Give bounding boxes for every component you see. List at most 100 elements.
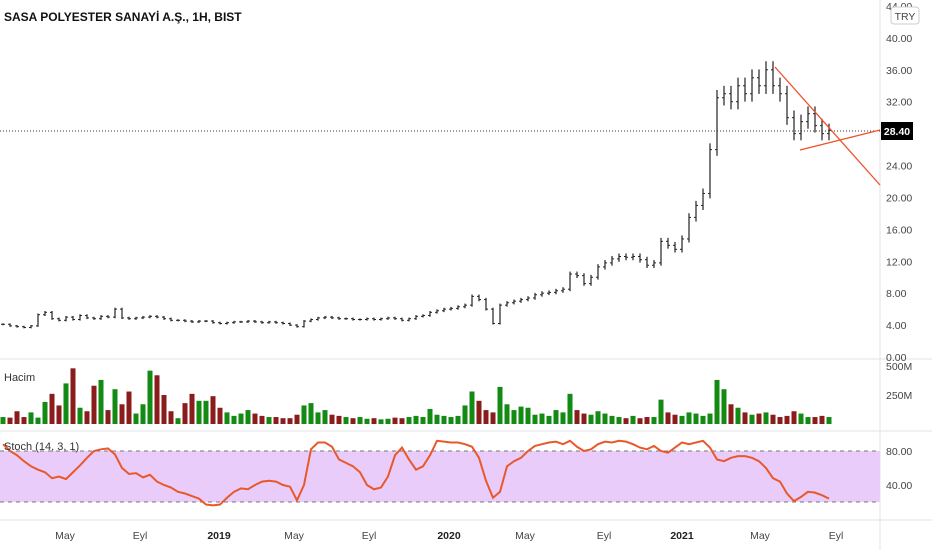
price-bar — [491, 307, 495, 325]
price-bar — [687, 213, 691, 243]
volume-bar — [686, 412, 692, 424]
price-bar — [29, 324, 33, 329]
time-axis[interactable]: May Eyl 2019 May Eyl 2020 May Eyl 2021 May Eyl — [55, 530, 843, 542]
price-bar — [806, 106, 810, 129]
price-bar — [99, 315, 103, 320]
volume-bar — [784, 415, 790, 424]
price-bar — [631, 253, 635, 261]
price-bar — [638, 253, 642, 263]
trendline-descending[interactable] — [774, 66, 881, 186]
last-price-tag — [881, 122, 913, 140]
volume-bar — [560, 412, 566, 424]
price-bar — [764, 61, 768, 94]
currency-badge[interactable] — [890, 6, 920, 25]
price-tick: 36.00 — [886, 65, 912, 77]
price-bar — [554, 288, 558, 295]
volume-bar — [462, 405, 468, 424]
volume-bar — [672, 414, 678, 424]
volume-bar — [819, 415, 825, 424]
trendline-ascending[interactable] — [799, 129, 881, 151]
price-tick: 20.00 — [886, 192, 912, 204]
volume-bar — [392, 417, 398, 424]
volume-bar — [105, 410, 111, 424]
price-bar — [323, 315, 327, 320]
time-tick: May — [284, 530, 305, 542]
price-tick: 4.00 — [886, 320, 907, 332]
volume-bar — [161, 395, 167, 424]
price-bar — [302, 320, 306, 328]
price-tick: 8.00 — [886, 288, 907, 300]
price-bar — [36, 313, 40, 327]
volume-bars — [0, 368, 832, 424]
stoch-tick: 80.00 — [886, 446, 912, 458]
price-bar — [337, 316, 341, 320]
volume-bar — [350, 418, 356, 424]
price-bar — [92, 316, 96, 320]
price-bar — [127, 316, 131, 320]
volume-bar — [42, 401, 48, 424]
volume-bar — [294, 414, 300, 424]
volume-bar — [273, 417, 279, 424]
volume-bar — [280, 418, 286, 424]
price-bar — [743, 77, 747, 102]
volume-bar — [238, 413, 244, 424]
volume-bar — [700, 415, 706, 424]
volume-bar — [595, 411, 601, 424]
price-bar — [694, 200, 698, 222]
price-bar — [176, 319, 180, 322]
price-tick: 12.00 — [886, 256, 912, 268]
price-bar — [246, 320, 250, 323]
price-bar — [288, 322, 292, 327]
price-bar — [624, 253, 628, 261]
volume-bar — [189, 393, 195, 424]
time-tick: Eyl — [597, 530, 612, 542]
volume-bar — [322, 410, 328, 424]
price-bar — [120, 307, 124, 320]
volume-bar — [567, 393, 573, 424]
volume-bar — [539, 413, 545, 424]
price-bar — [330, 315, 334, 320]
volume-bar — [469, 391, 475, 424]
volume-tick: 250M — [886, 390, 912, 402]
volume-bar — [497, 386, 503, 424]
price-bar — [477, 294, 481, 302]
price-bar — [267, 320, 271, 324]
volume-bar — [728, 404, 734, 424]
volume-bar — [602, 413, 608, 424]
last-price-value: 28.40 — [884, 126, 910, 138]
volume-bar — [714, 379, 720, 424]
price-bar — [239, 320, 243, 323]
volume-bar — [252, 413, 258, 424]
price-bar — [456, 305, 460, 310]
volume-bar — [581, 413, 587, 424]
price-bar — [407, 317, 411, 322]
volume-bar — [329, 414, 335, 424]
price-bar — [498, 303, 502, 325]
price-bar — [281, 321, 285, 325]
volume-bar — [336, 415, 342, 424]
price-bar — [736, 77, 740, 110]
price-axis[interactable]: 44.0040.0036.0032.0024.0020.0016.0012.00… — [886, 1, 912, 364]
volume-bar — [112, 389, 118, 424]
volume-bar — [308, 403, 314, 424]
price-bar — [197, 320, 201, 323]
volume-bar — [805, 417, 811, 424]
price-bar — [449, 306, 453, 311]
price-bar — [701, 188, 705, 210]
volume-bar — [364, 418, 370, 424]
price-bar — [393, 316, 397, 320]
price-bar — [512, 299, 516, 305]
volume-bar — [630, 415, 636, 424]
volume-bar — [7, 417, 13, 424]
price-bar — [421, 314, 425, 318]
volume-bar — [651, 417, 657, 424]
volume-bar — [168, 411, 174, 424]
time-tick: Eyl — [133, 530, 148, 542]
volume-bar — [574, 410, 580, 424]
price-bar — [526, 296, 530, 302]
volume-bar — [588, 414, 594, 424]
price-bar — [519, 297, 523, 303]
price-bar — [78, 314, 82, 321]
price-bar — [155, 315, 159, 319]
